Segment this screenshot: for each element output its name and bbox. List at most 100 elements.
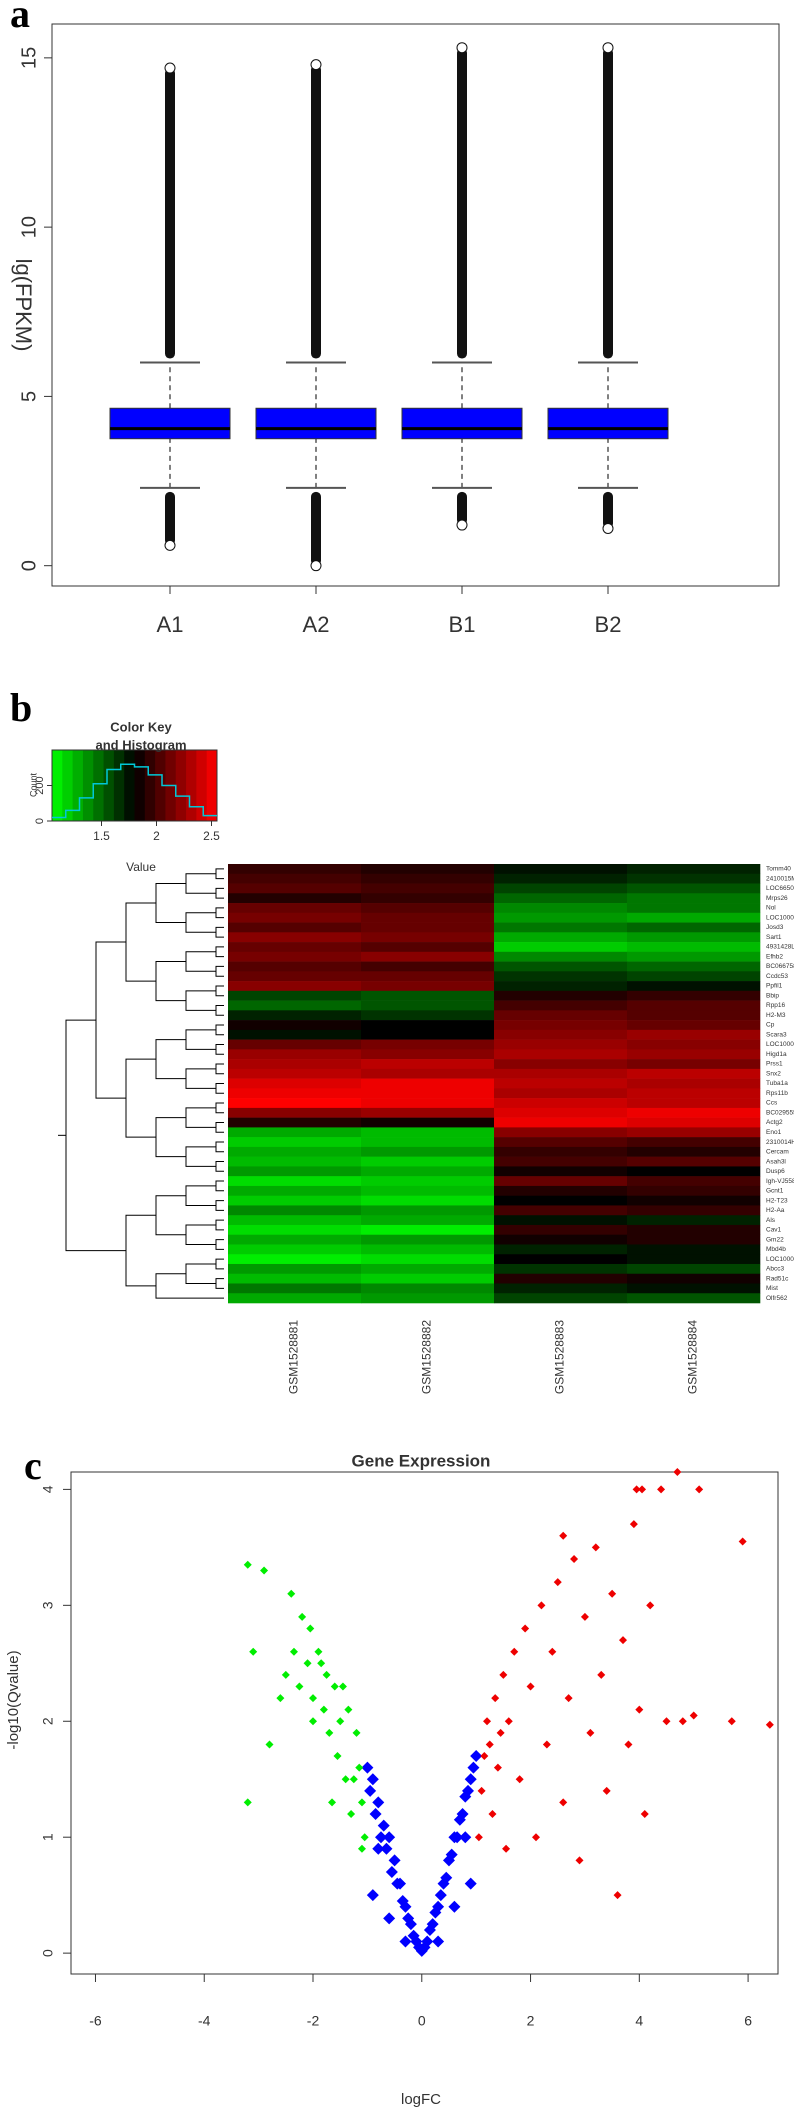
heat-cell: [361, 1293, 495, 1304]
heat-cell: [361, 1078, 495, 1089]
heat-cell: [627, 1000, 761, 1011]
heat-cell: [494, 1146, 628, 1157]
x-tick-label: 2: [527, 2013, 535, 2029]
point: [537, 1601, 546, 1610]
heat-cell: [361, 1117, 495, 1128]
heat-cell: [627, 1137, 761, 1148]
heat-cell: [494, 903, 628, 914]
heat-cell: [494, 873, 628, 884]
y-axis-label: lg(FPKM): [11, 259, 36, 352]
heat-cell: [627, 1224, 761, 1236]
heat-cell: [228, 932, 362, 943]
dendrogram: [215, 1161, 224, 1172]
point: [462, 1784, 475, 1797]
heat-cell: [361, 1010, 495, 1021]
heat-cell: [627, 922, 761, 933]
panel-label: a: [10, 0, 30, 36]
point: [338, 1682, 347, 1691]
heat-cell: [228, 864, 362, 875]
box: [255, 407, 377, 440]
heat-cell: [627, 990, 761, 1001]
heat-cell: [361, 864, 495, 875]
point: [619, 1636, 628, 1645]
dendrogram: [215, 1219, 224, 1231]
heat-cell: [627, 893, 761, 904]
point: [491, 1694, 500, 1703]
point: [360, 1833, 369, 1842]
y-tick-label: 10: [18, 216, 40, 238]
x-tick-label: -4: [198, 2013, 211, 2029]
heat-cell: [627, 1068, 761, 1079]
point: [243, 1798, 252, 1807]
row-label: Mrps26: [766, 895, 788, 902]
heat-cell: [228, 942, 362, 953]
point: [483, 1717, 492, 1726]
row-label: Rpp16: [766, 1002, 786, 1009]
y-tick-label: 0: [18, 560, 40, 571]
heat-cell: [228, 883, 362, 894]
point: [542, 1740, 551, 1749]
dendrogram: [185, 1224, 216, 1245]
outliers-high: [165, 68, 175, 359]
point: [673, 1468, 682, 1476]
dendrogram: [215, 1122, 224, 1133]
heat-cell: [627, 1263, 761, 1275]
x-axis-label: logFC: [401, 2091, 441, 2108]
plot-frame: [70, 1471, 779, 1975]
heat-cell: [494, 1254, 628, 1265]
row-label: Cercam: [766, 1149, 789, 1156]
heat-cell: [627, 1185, 761, 1196]
point: [591, 1543, 600, 1552]
dendrogram: [215, 1083, 224, 1094]
heat-cell: [228, 1166, 362, 1177]
dendrogram: [215, 1180, 224, 1192]
panel-label: c: [24, 1443, 42, 1488]
row-label: Olfr562: [766, 1295, 788, 1302]
heat-cell: [494, 912, 628, 923]
outliers-high: [311, 64, 321, 359]
heat-cell: [228, 1020, 362, 1031]
point: [383, 1831, 396, 1844]
heat-cell: [361, 1215, 495, 1226]
y-tick-label: 5: [18, 391, 40, 402]
dendrogram: [185, 1146, 216, 1167]
dendrogram: [185, 1029, 216, 1050]
heat-cell: [627, 1010, 761, 1021]
point: [564, 1694, 573, 1703]
point: [548, 1647, 557, 1656]
point: [306, 1624, 315, 1633]
point: [504, 1717, 513, 1726]
heat-cell: [228, 1117, 362, 1128]
row-label: Asah3l: [766, 1158, 786, 1165]
point: [477, 1786, 486, 1795]
key-swatch: [93, 750, 105, 821]
row-label: Scara3: [766, 1031, 787, 1038]
heat-cell: [494, 1000, 628, 1011]
point: [380, 1842, 393, 1855]
heat-cell: [494, 883, 628, 894]
point: [276, 1694, 285, 1703]
point: [432, 1900, 445, 1913]
heat-cell: [228, 951, 362, 962]
point: [355, 1763, 364, 1772]
heat-cell: [494, 932, 628, 943]
point: [281, 1670, 290, 1679]
dendrogram: [215, 1102, 224, 1114]
dendrogram: [215, 1043, 224, 1055]
dendrogram: [185, 1068, 216, 1089]
row-label: 4931428L18Rik: [766, 944, 794, 951]
heat-cell: [627, 971, 761, 982]
heat-cell: [361, 1127, 495, 1138]
heat-cell: [361, 1176, 495, 1187]
dendrogram: [185, 1107, 216, 1128]
dendrogram: [155, 883, 186, 924]
key-swatch: [134, 750, 146, 821]
heat-cell: [627, 1215, 761, 1226]
heat-cell: [361, 932, 495, 943]
heat-cell: [627, 864, 761, 875]
point: [521, 1624, 530, 1633]
dendrogram: [215, 946, 224, 958]
heat-cell: [228, 1137, 362, 1148]
point: [575, 1856, 584, 1865]
dendrogram: [215, 868, 224, 880]
